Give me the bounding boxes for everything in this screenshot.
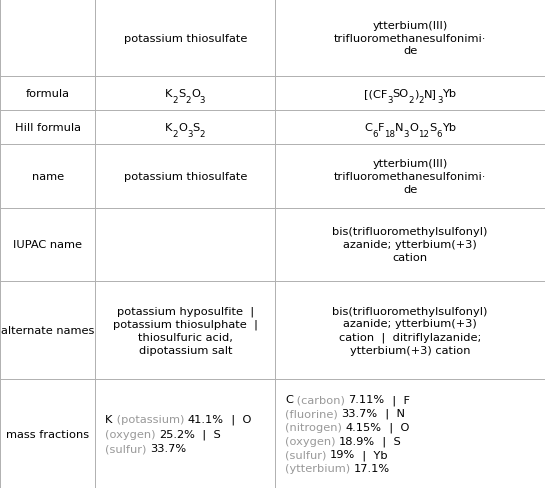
Text: (potassium): (potassium) — [113, 414, 187, 424]
Text: K: K — [165, 122, 173, 133]
Text: |  S: | S — [195, 428, 221, 439]
Text: |  Yb: | Yb — [355, 449, 388, 460]
Text: O: O — [191, 89, 200, 99]
Text: 3: 3 — [404, 129, 409, 139]
Text: 3: 3 — [387, 96, 392, 105]
Text: F: F — [378, 122, 384, 133]
Text: ytterbium(III)
trifluoromethanesulfonimi·
de: ytterbium(III) trifluoromethanesulfonimi… — [334, 21, 486, 56]
Text: S: S — [429, 122, 437, 133]
Text: C: C — [285, 395, 293, 405]
Text: N]: N] — [424, 89, 437, 99]
Text: 4.15%: 4.15% — [346, 422, 382, 432]
Text: 3: 3 — [187, 129, 192, 139]
Text: bis(trifluoromethylsulfonyl)
azanide; ytterbium(+3)
cation  |  ditriflylazanide;: bis(trifluoromethylsulfonyl) azanide; yt… — [332, 306, 488, 355]
Text: 2: 2 — [409, 96, 414, 105]
Text: mass fractions: mass fractions — [6, 429, 89, 439]
Text: |  N: | N — [378, 408, 404, 419]
Text: 2: 2 — [185, 96, 191, 105]
Text: IUPAC name: IUPAC name — [13, 240, 82, 250]
Text: name: name — [32, 171, 64, 182]
Text: 2: 2 — [173, 129, 178, 139]
Text: 18: 18 — [384, 129, 395, 139]
Text: |  O: | O — [382, 422, 409, 432]
Text: ): ) — [414, 89, 419, 99]
Text: (nitrogen): (nitrogen) — [285, 422, 346, 432]
Text: 2: 2 — [173, 96, 178, 105]
Text: potassium thiosulfate: potassium thiosulfate — [124, 34, 247, 43]
Text: Hill formula: Hill formula — [15, 122, 81, 133]
Text: 33.7%: 33.7% — [341, 408, 378, 418]
Text: 17.1%: 17.1% — [354, 463, 390, 473]
Text: (fluorine): (fluorine) — [285, 408, 341, 418]
Text: 6: 6 — [437, 129, 442, 139]
Text: 3: 3 — [437, 96, 443, 105]
Text: O: O — [178, 122, 187, 133]
Text: 41.1%: 41.1% — [187, 414, 223, 424]
Text: ytterbium(III)
trifluoromethanesulfonimi·
de: ytterbium(III) trifluoromethanesulfonimi… — [334, 159, 486, 194]
Text: |  O: | O — [223, 414, 251, 425]
Text: S: S — [192, 122, 200, 133]
Text: 18.9%: 18.9% — [339, 436, 376, 446]
Text: S: S — [178, 89, 185, 99]
Text: |  F: | F — [385, 394, 409, 405]
Text: 7.11%: 7.11% — [348, 395, 385, 405]
Text: (carbon): (carbon) — [293, 395, 348, 405]
Text: (sulfur): (sulfur) — [105, 444, 150, 453]
Text: SO: SO — [392, 89, 409, 99]
Text: 2: 2 — [200, 129, 205, 139]
Text: K: K — [105, 414, 113, 424]
Text: C: C — [364, 122, 372, 133]
Text: alternate names: alternate names — [1, 325, 94, 335]
Text: K: K — [165, 89, 173, 99]
Text: potassium hyposulfite  |
potassium thiosulphate  |
thiosulfuric acid,
dipotassiu: potassium hyposulfite | potassium thiosu… — [113, 305, 258, 355]
Text: N: N — [395, 122, 404, 133]
Text: potassium thiosulfate: potassium thiosulfate — [124, 171, 247, 182]
Text: 12: 12 — [418, 129, 429, 139]
Text: 2: 2 — [419, 96, 424, 105]
Text: 33.7%: 33.7% — [150, 444, 186, 453]
Text: (oxygen): (oxygen) — [285, 436, 339, 446]
Text: 6: 6 — [372, 129, 378, 139]
Text: |  S: | S — [376, 435, 401, 446]
Text: [(CF: [(CF — [364, 89, 387, 99]
Text: formula: formula — [26, 89, 70, 99]
Text: bis(trifluoromethylsulfonyl)
azanide; ytterbium(+3)
cation: bis(trifluoromethylsulfonyl) azanide; yt… — [332, 227, 488, 263]
Text: Yb: Yb — [443, 89, 457, 99]
Text: (oxygen): (oxygen) — [105, 429, 159, 439]
Text: (sulfur): (sulfur) — [285, 449, 330, 459]
Text: (ytterbium): (ytterbium) — [285, 463, 354, 473]
Text: Yb: Yb — [442, 122, 456, 133]
Text: 3: 3 — [200, 96, 205, 105]
Text: 25.2%: 25.2% — [159, 429, 195, 439]
Text: 19%: 19% — [330, 449, 355, 459]
Text: O: O — [409, 122, 418, 133]
